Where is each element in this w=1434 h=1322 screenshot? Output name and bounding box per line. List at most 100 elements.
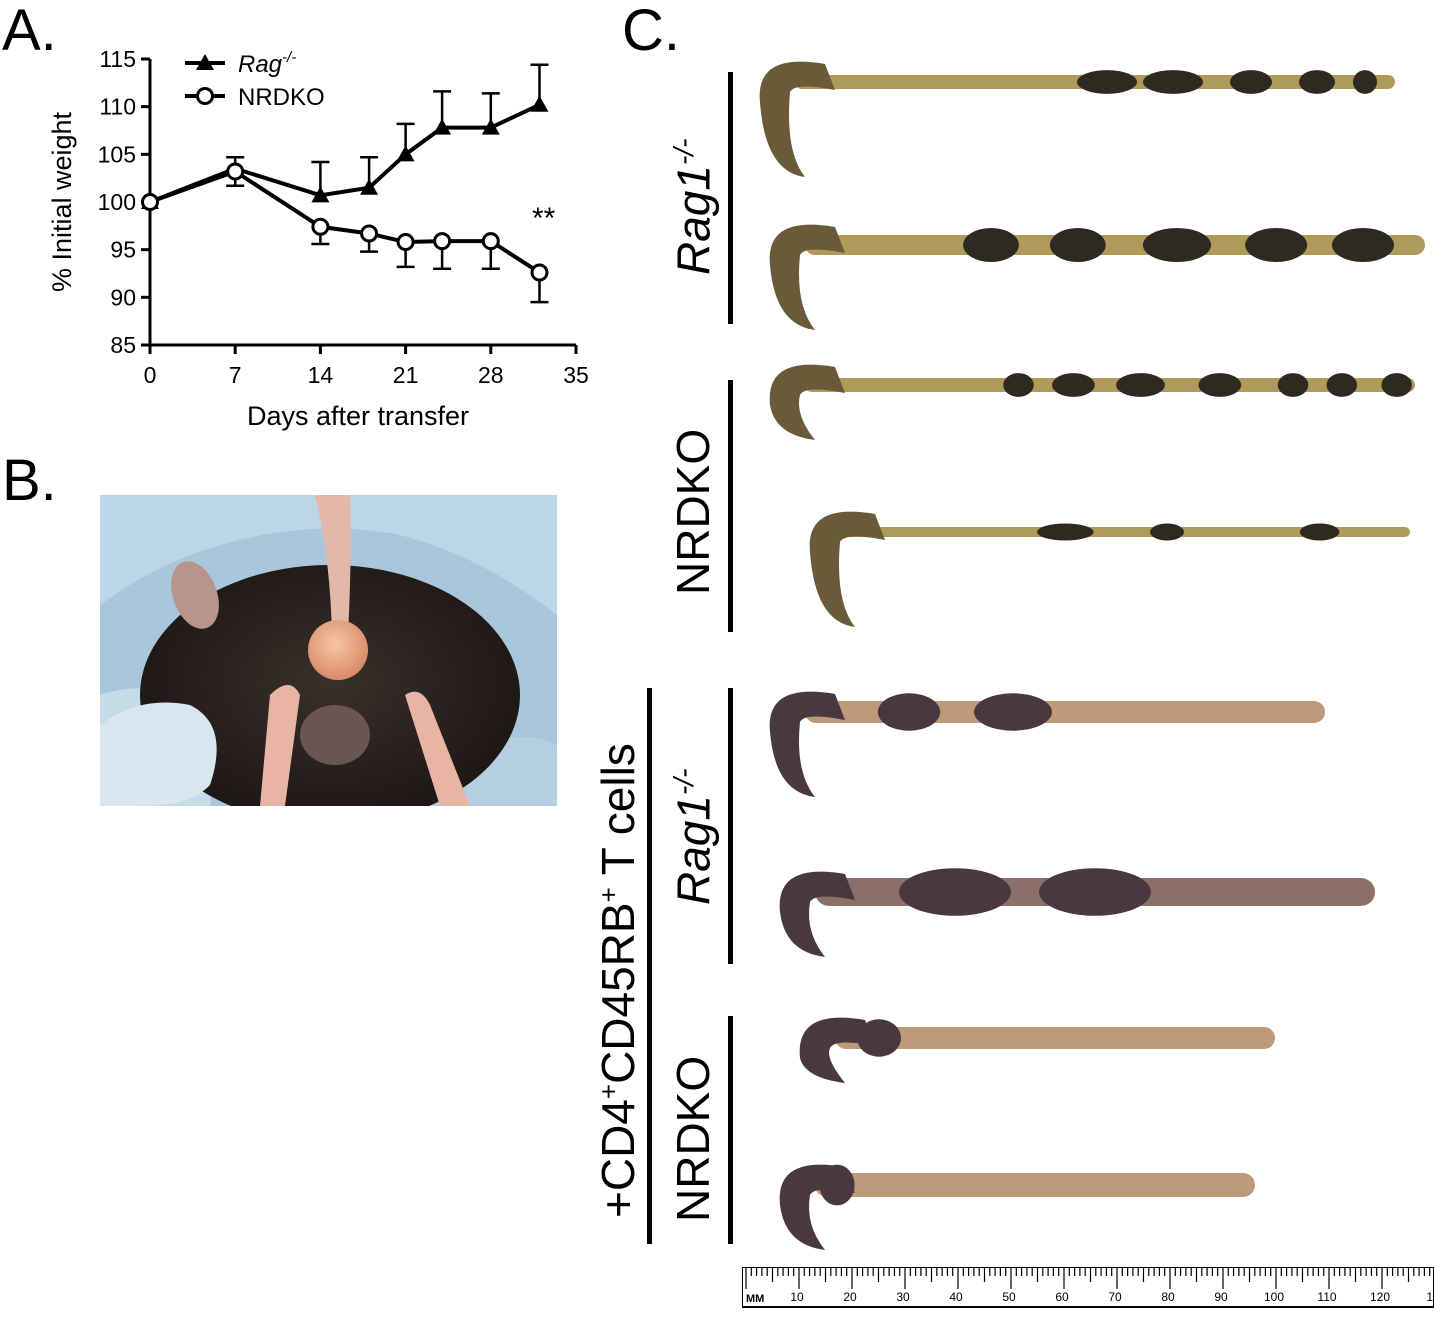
- legend-label-nrdko: NRDKO: [238, 84, 325, 111]
- colon-specimen: [759, 61, 1395, 177]
- colon-segment: [1049, 228, 1106, 262]
- panel-label-b: B.: [2, 448, 57, 513]
- colon-segment: [1230, 70, 1272, 94]
- chart-series: [141, 63, 549, 304]
- triangle-point: [481, 118, 500, 135]
- ruler-unit: MM: [746, 1293, 764, 1305]
- bracket-rag1-top: [728, 72, 733, 324]
- bracket-treatment: [647, 688, 652, 1244]
- mm-ruler: MM 10 20 30 40 50 60 70 80 90 100 110 120 13: [742, 1267, 1434, 1308]
- significance-annotation: **: [532, 202, 556, 235]
- y-tick-label: 95: [110, 237, 136, 263]
- chart-legend: Rag-/- NRDKO: [185, 49, 325, 111]
- colon-segment: [1077, 70, 1137, 94]
- cecum: [779, 871, 855, 957]
- legend-triangle-marker: [196, 54, 214, 70]
- colon-body: [845, 527, 1410, 537]
- circle-point: [141, 193, 159, 211]
- y-tick-label: 115: [99, 46, 136, 72]
- ruler-number: 10: [790, 1290, 804, 1304]
- x-tick-label: 35: [563, 362, 589, 388]
- ruler-number: 40: [949, 1290, 963, 1304]
- legend-circle-marker: [196, 87, 214, 105]
- colon-segment: [1037, 523, 1094, 541]
- colon-segment: [1052, 373, 1095, 397]
- colon-segment: [899, 868, 1011, 916]
- colon-specimen: [799, 1017, 1275, 1083]
- triangle-point: [311, 186, 330, 203]
- y-axis-label: % Initial weight: [47, 111, 77, 292]
- colon-body: [805, 378, 1415, 392]
- colon-segment: [1142, 228, 1212, 262]
- circle-point: [433, 232, 452, 251]
- y-tick-label: 100: [98, 189, 136, 215]
- cecum: [769, 691, 845, 797]
- legend-label-rag: Rag-/-: [238, 49, 296, 78]
- y-tick-label: 105: [98, 141, 136, 167]
- ruler-number: 120: [1370, 1290, 1390, 1304]
- colon-specimen: [779, 1164, 1255, 1250]
- chart-axes: 85 90 95 100 105 110 115 0 7 14 21 28 35 Days after t…: [47, 46, 589, 431]
- colon-segment: [1116, 373, 1165, 397]
- colon-segment: [1299, 70, 1335, 94]
- triangle-point: [360, 178, 379, 195]
- x-tick-label: 7: [229, 362, 242, 388]
- y-tick-label: 110: [99, 94, 136, 120]
- ruler-number: 30: [896, 1290, 910, 1304]
- label-treatment: +CD4+CD45RB+ T cells: [592, 743, 644, 1218]
- colon-segment: [1353, 70, 1377, 94]
- x-tick-label: 21: [393, 362, 419, 388]
- panel-label-c: C.: [622, 0, 680, 63]
- colon-segment: [1326, 373, 1358, 397]
- ruler-number: 90: [1214, 1290, 1228, 1304]
- colon-specimen: [769, 691, 1325, 797]
- x-tick-label: 14: [308, 362, 334, 388]
- series-line-1: [149, 102, 541, 204]
- bracket-nrdko-bottom: [728, 1016, 733, 1244]
- colon-segment: [1198, 373, 1242, 397]
- triangle-point: [530, 95, 549, 112]
- ruler-number: 13: [1426, 1290, 1434, 1304]
- mouse-photo: [100, 495, 557, 806]
- colon-specimen: [809, 511, 1410, 627]
- colon-segment: [1277, 373, 1309, 397]
- colon-segment: [1332, 228, 1394, 262]
- series-line-2: [149, 169, 541, 275]
- x-tick-label: 28: [478, 362, 504, 388]
- colon-body: [835, 1027, 1275, 1049]
- circle-point: [311, 217, 330, 236]
- colon-segment: [1150, 523, 1184, 541]
- ruler-number: 50: [1002, 1290, 1016, 1304]
- cecum: [799, 1017, 875, 1083]
- colon-segment: [1003, 373, 1034, 397]
- colon-body: [815, 1173, 1255, 1197]
- colon-segment: [963, 228, 1019, 262]
- colon-specimen: [769, 224, 1425, 330]
- circle-point: [226, 162, 245, 181]
- bracket-rag1-bottom: [728, 688, 733, 964]
- circle-point: [396, 233, 415, 252]
- ruler-number: 20: [843, 1290, 857, 1304]
- colon-segment: [974, 693, 1052, 731]
- label-rag1-top: Rag1-/-: [667, 138, 720, 275]
- ruler-number: 110: [1317, 1290, 1336, 1304]
- y-tick-label: 90: [110, 284, 136, 310]
- cecum: [769, 364, 845, 440]
- ruler-number: 60: [1055, 1290, 1069, 1304]
- colon-segment: [877, 693, 941, 731]
- bracket-nrdko-top: [728, 380, 733, 632]
- panel-label-a: A.: [2, 0, 57, 63]
- colon-segment: [1381, 373, 1412, 397]
- colon-specimen: [769, 364, 1415, 440]
- cecum: [779, 1164, 855, 1250]
- weight-chart: 85 90 95 100 105 110 115 0 7 14 21 28 35 Days after t…: [47, 46, 589, 431]
- label-rag1-bottom: Rag1-/-: [667, 768, 720, 905]
- x-axis-label: Days after transfer: [247, 401, 469, 431]
- cecum: [759, 61, 835, 177]
- colon-photo: [759, 61, 1425, 1250]
- triangle-point: [433, 118, 452, 135]
- colon-segment: [1143, 70, 1203, 94]
- cecum: [809, 511, 885, 627]
- y-tick-label: 85: [110, 332, 136, 358]
- colon-segment: [1039, 868, 1151, 916]
